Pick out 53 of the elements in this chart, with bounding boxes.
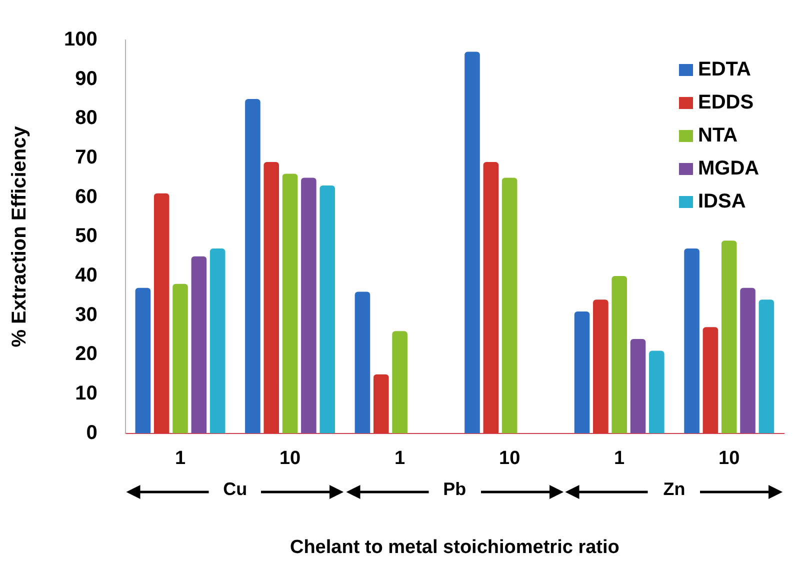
text: Pb — [443, 479, 466, 500]
y-tick-label: 70 — [75, 146, 98, 169]
bar — [684, 248, 700, 434]
bar — [464, 52, 480, 434]
bar — [301, 178, 316, 434]
text: Zn — [663, 479, 686, 500]
y-tick-label: 60 — [75, 186, 98, 208]
bar — [154, 193, 170, 434]
bar — [172, 284, 188, 434]
y-tick-label: 80 — [75, 107, 98, 130]
bar — [210, 248, 226, 434]
x-tick-label: 10 — [499, 448, 520, 470]
x-tick-label: 1 — [614, 448, 626, 470]
bar — [612, 276, 627, 434]
y-tick-label: 90 — [75, 68, 98, 90]
bar — [320, 186, 335, 434]
bar — [593, 300, 608, 434]
x-tick-label: 10 — [279, 448, 301, 470]
legend-label: MGDA — [698, 158, 760, 180]
legend-label: EDDS — [698, 92, 754, 114]
legend-label: EDTA — [698, 58, 751, 81]
bar — [721, 240, 737, 434]
text: Cu — [223, 479, 248, 500]
bar — [649, 350, 664, 434]
y-tick-label: 10 — [75, 382, 98, 405]
bar — [630, 338, 646, 434]
legend-label: IDSA — [698, 190, 746, 213]
x-tick-label: 1 — [174, 448, 186, 470]
bar — [502, 178, 518, 434]
y-tick-label: 40 — [75, 264, 98, 287]
x-tick-label: 10 — [718, 448, 740, 470]
bar — [264, 162, 280, 434]
bar — [392, 331, 408, 434]
y-tick-label: 50 — [75, 225, 98, 248]
y-tick-label: 0 — [86, 422, 98, 444]
bar — [483, 162, 499, 434]
y-tick-label: 30 — [75, 304, 98, 326]
bar — [758, 300, 774, 434]
bar — [282, 174, 298, 434]
bar — [135, 288, 151, 434]
bar — [740, 288, 756, 434]
bar — [191, 256, 207, 434]
bar — [245, 99, 260, 434]
bar — [354, 292, 370, 434]
y-tick-label: 20 — [75, 343, 98, 366]
bar — [373, 374, 389, 434]
bar — [702, 327, 718, 434]
y-axis-title: % Extraction Efficiency — [8, 125, 31, 348]
y-tick-label: 100 — [64, 28, 98, 51]
legend-label: NTA — [698, 124, 738, 147]
x-axis-title: Chelant to metal stoichiometric ratio — [290, 536, 620, 558]
bar — [574, 311, 590, 434]
x-tick-label: 1 — [394, 448, 406, 470]
